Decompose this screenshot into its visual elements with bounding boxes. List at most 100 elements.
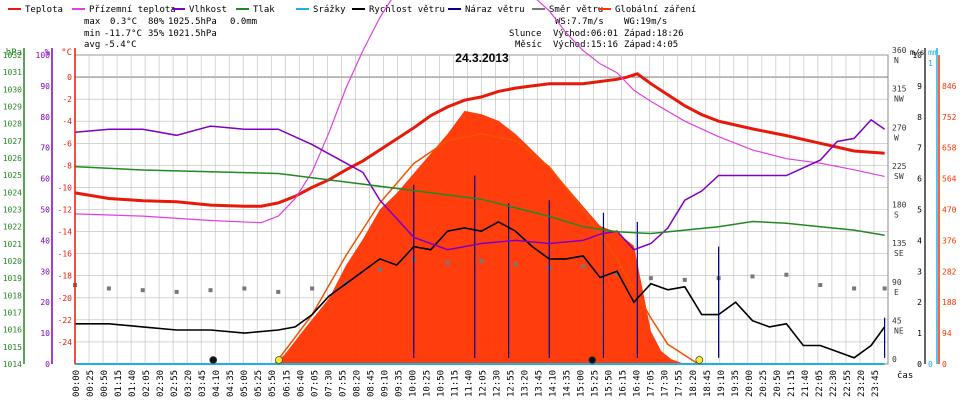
x-tick-label: 00:00	[72, 370, 82, 397]
sunset-marker	[695, 356, 704, 364]
legend-label: Globální záření	[615, 5, 696, 15]
hpa-tick: 1023	[3, 206, 22, 215]
x-tick-label: 07:30	[324, 370, 334, 397]
wind-dir-point	[648, 276, 653, 281]
x-tick-label: 18:20	[689, 370, 699, 397]
rain-tick: 0	[928, 360, 933, 369]
celsius-tick: -16	[58, 250, 73, 259]
x-tick-label: 20:00	[745, 370, 755, 397]
wind-tick: 0	[917, 360, 922, 369]
stat-max-label: max	[84, 17, 101, 27]
hpa-tick: 1031	[3, 68, 22, 77]
x-tick-label: 01:15	[114, 370, 124, 397]
percent-tick: 20	[40, 298, 50, 307]
celsius-tick: -24	[58, 338, 73, 347]
celsius-tick: -14	[58, 228, 73, 237]
hpa-tick: 1018	[3, 291, 22, 300]
x-tick-label: 20:25	[759, 370, 769, 397]
x-tick-label: 13:45	[535, 370, 545, 397]
legend-label: Teplota	[25, 5, 63, 15]
direction-tick: 315	[892, 85, 907, 94]
x-tick-label: 14:35	[563, 370, 573, 397]
wind-tick: 2	[917, 298, 922, 307]
wind-dir-point	[208, 288, 213, 293]
wind-dir-point	[818, 283, 823, 288]
celsius-tick: -2	[62, 95, 72, 104]
wind-gust-info: WG:19m/s	[624, 17, 667, 27]
series-line	[74, 72, 885, 208]
wind-dir-point	[784, 272, 789, 277]
percent-tick: 50	[40, 206, 50, 215]
radiation-tick: 470	[942, 206, 957, 215]
wind-dir-point	[310, 286, 315, 291]
x-tick-label: 08:20	[352, 370, 362, 397]
direction-tick: 90	[892, 278, 902, 287]
direction-tick: 180	[892, 201, 907, 210]
stat-min-press: 1021.5hPa	[168, 29, 217, 39]
moonrise-time: Východ:15:16	[553, 40, 618, 50]
wind-tick: 5	[917, 206, 922, 215]
x-tick-label: 02:30	[156, 370, 166, 397]
x-tick-label: 20:50	[773, 370, 783, 397]
celsius-tick: -8	[62, 161, 72, 170]
theoretical-radiation-line	[274, 133, 699, 365]
x-tick-label: 12:55	[507, 370, 517, 397]
direction-tick: 360	[892, 46, 907, 55]
x-tick-label: 11:40	[464, 370, 474, 397]
wind-tick: 6	[917, 175, 922, 184]
x-tick-label: 07:05	[310, 370, 320, 397]
wind-tick: 3	[917, 267, 922, 276]
x-tick-label: 02:05	[142, 370, 152, 397]
hpa-axis-label: hPa	[6, 48, 22, 58]
direction-tick-letter: SE	[894, 249, 904, 258]
stat-min-hum: 35%	[148, 29, 165, 39]
stat-min-temp: -11.7°C	[104, 29, 142, 39]
radiation-area	[274, 110, 685, 365]
legend-label: Náraz větru	[465, 5, 525, 15]
percent-tick: 40	[40, 236, 50, 245]
percent-axis-label: %	[45, 48, 51, 58]
hpa-tick: 1026	[3, 154, 22, 163]
x-tick-label: 15:25	[591, 370, 601, 397]
direction-tick-letter: N	[894, 56, 899, 65]
radiation-tick: 564	[942, 175, 957, 184]
stats-block: max 0.3°C 80% 1025.5hPa 0.0mm min -11.7°…	[84, 17, 257, 50]
percent-tick: 80	[40, 113, 50, 122]
wind-dir-point	[242, 286, 247, 291]
percent-tick: 100	[36, 51, 51, 60]
x-tick-label: 18:45	[703, 370, 713, 397]
date-title: 24.3.2013	[455, 51, 509, 65]
wind-dir-point	[479, 259, 484, 263]
wind-speed-line	[75, 220, 886, 359]
x-tick-label: 14:10	[549, 370, 559, 397]
x-tick-label: 13:20	[521, 370, 531, 397]
legend-label: Přízemní teplota	[89, 5, 176, 15]
wind-dir-point	[106, 286, 111, 291]
sunset-time: Západ:18:26	[624, 29, 684, 39]
celsius-tick: -20	[58, 294, 73, 303]
x-tick-label: 08:45	[366, 370, 376, 397]
stat-min-label: min	[84, 29, 100, 39]
x-tick-label: 21:40	[801, 370, 811, 397]
moonset-marker	[209, 356, 218, 364]
radiation-tick: 188	[942, 298, 957, 307]
radiation-tick: 846	[942, 82, 957, 91]
radiation-tick: 658	[942, 144, 957, 153]
x-tick-label: 03:20	[184, 370, 194, 397]
series-line	[74, 0, 885, 224]
percent-tick: 90	[40, 82, 50, 91]
hpa-tick: 1021	[3, 240, 22, 249]
x-tick-label: 19:10	[717, 370, 727, 397]
hpa-tick: 1014	[3, 360, 22, 369]
x-tick-label: 09:35	[394, 370, 404, 397]
direction-tick-letter: NE	[894, 326, 904, 335]
x-tick-label: 12:30	[493, 370, 503, 397]
hpa-tick: 1017	[3, 309, 22, 318]
percent-tick: 70	[40, 144, 50, 153]
x-tick-label: 16:15	[619, 370, 629, 397]
x-tick-label: 11:15	[450, 370, 460, 397]
x-tick-label: 04:35	[226, 370, 236, 397]
celsius-tick: -18	[58, 272, 73, 281]
stat-max-rain: 0.0mm	[230, 17, 257, 27]
x-tick-label: 10:00	[408, 370, 418, 397]
